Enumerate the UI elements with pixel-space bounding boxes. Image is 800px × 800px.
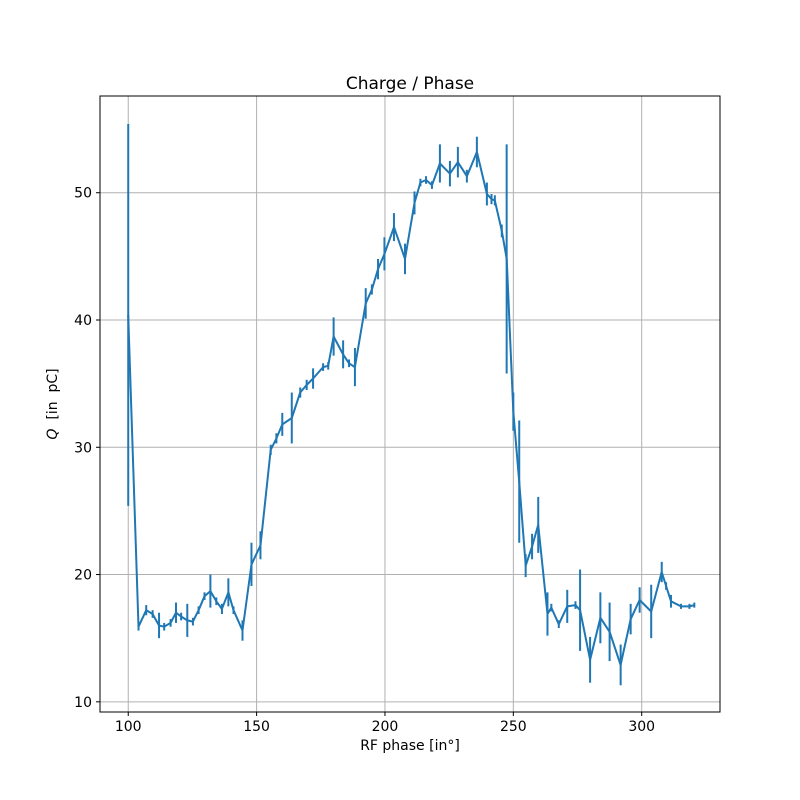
data-line (127, 151, 695, 666)
chart-title: Charge / Phase (346, 74, 474, 94)
y-tick-label: 40 (74, 313, 92, 329)
y-tick-label: 50 (74, 186, 92, 202)
axes (96, 95, 721, 716)
y-tick-label: 10 (74, 695, 92, 711)
x-tick-label: 100 (115, 719, 142, 735)
x-tick-label: 250 (500, 719, 527, 735)
y-tick-label: 20 (74, 568, 92, 584)
x-axis-label: RF phase [in°] (360, 738, 460, 754)
y-axis-label-math: Q (45, 429, 61, 440)
x-tick-labels: 100 150 200 250 300 (115, 719, 655, 735)
x-tick-label: 200 (372, 719, 399, 735)
gridlines (100, 96, 720, 712)
y-tick-labels: 10 20 30 40 50 (74, 186, 92, 711)
axes-spines (99, 95, 721, 713)
data-series (127, 124, 696, 686)
x-tick-label: 300 (628, 719, 655, 735)
x-tick-label: 150 (243, 719, 270, 735)
plot-area (100, 96, 720, 712)
y-axis-label-units: [in pC] (45, 368, 61, 428)
y-axis-label: Q [in pC] (45, 368, 61, 439)
y-tick-label: 30 (74, 440, 92, 456)
